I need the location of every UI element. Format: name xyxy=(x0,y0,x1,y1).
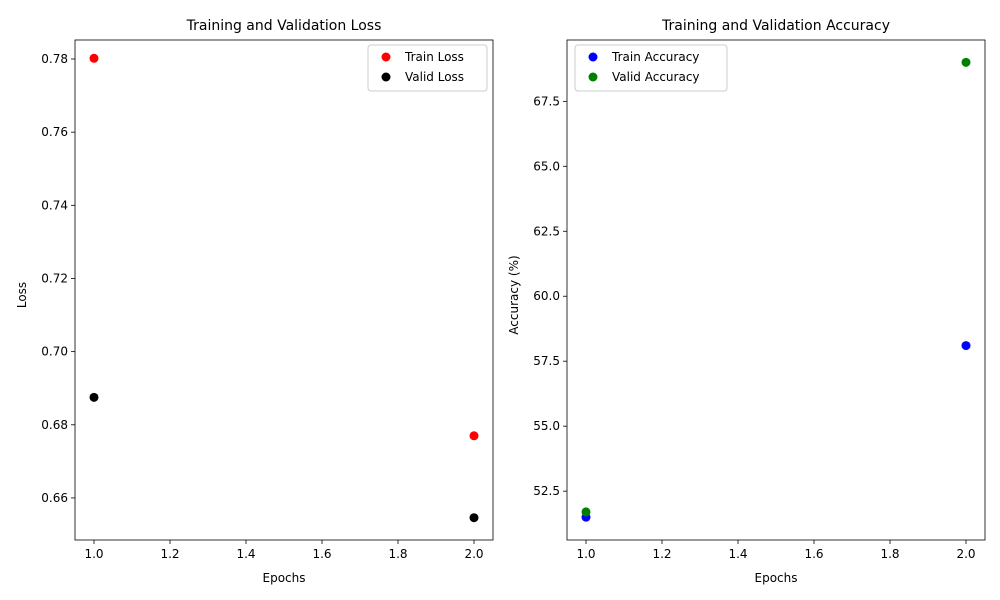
loss-y-tick-label: 0.72 xyxy=(41,271,68,285)
accuracy-legend-marker-train-accuracy xyxy=(588,52,598,62)
loss-legend-marker-train-loss xyxy=(381,52,391,62)
loss-legend-label-valid-loss: Valid Loss xyxy=(405,70,464,84)
accuracy-legend: Train Accuracy Valid Accuracy xyxy=(574,44,728,92)
loss-chart: Training and Validation Loss Epochs Loss… xyxy=(15,18,494,585)
loss-plot-frame xyxy=(74,39,494,541)
accuracy-point-valid-accuracy xyxy=(961,57,971,67)
loss-point-valid-loss xyxy=(89,392,99,402)
accuracy-y-tick-label: 62.5 xyxy=(533,224,560,238)
accuracy-x-tick-label: 1.2 xyxy=(652,547,671,561)
accuracy-point-valid-accuracy xyxy=(581,507,591,517)
accuracy-plot-frame xyxy=(566,39,986,541)
loss-x-tick-label: 1.8 xyxy=(388,547,407,561)
loss-legend: Train Loss Valid Loss xyxy=(367,44,488,92)
loss-point-valid-loss xyxy=(469,513,479,523)
loss-x-tick-label: 2.0 xyxy=(464,547,483,561)
loss-legend-label-train-loss: Train Loss xyxy=(404,50,464,64)
loss-x-tick-label: 1.2 xyxy=(160,547,179,561)
loss-y-tick-label: 0.70 xyxy=(41,345,68,359)
loss-chart-title: Training and Validation Loss xyxy=(186,18,382,34)
accuracy-legend-marker-valid-accuracy xyxy=(588,72,598,82)
accuracy-chart-title: Training and Validation Accuracy xyxy=(661,18,890,34)
accuracy-x-tick-label: 1.0 xyxy=(576,547,595,561)
accuracy-y-tick-label: 67.5 xyxy=(533,94,560,108)
loss-x-tick-label: 1.0 xyxy=(84,547,103,561)
accuracy-legend-label-train-accuracy: Train Accuracy xyxy=(611,50,699,64)
loss-legend-frame xyxy=(367,44,488,92)
accuracy-x-tick-label: 1.6 xyxy=(804,547,823,561)
loss-x-tick-label: 1.6 xyxy=(312,547,331,561)
accuracy-chart: Training and Validation Accuracy Epochs … xyxy=(507,18,986,585)
loss-y-tick-label: 0.68 xyxy=(41,418,68,432)
loss-y-tick-label: 0.74 xyxy=(41,198,68,212)
loss-y-tick-label: 0.76 xyxy=(41,125,68,139)
accuracy-y-tick-label: 55.0 xyxy=(533,419,560,433)
loss-chart-xlabel: Epochs xyxy=(263,571,306,585)
accuracy-y-tick-label: 65.0 xyxy=(533,159,560,173)
loss-legend-marker-valid-loss xyxy=(381,72,391,82)
loss-y-tick-label: 0.66 xyxy=(41,491,68,505)
accuracy-point-train-accuracy xyxy=(961,341,971,351)
loss-chart-ylabel: Loss xyxy=(15,282,29,308)
accuracy-x-tick-label: 1.8 xyxy=(880,547,899,561)
loss-y-tick-label: 0.78 xyxy=(41,52,68,66)
accuracy-legend-label-valid-accuracy: Valid Accuracy xyxy=(612,70,700,84)
accuracy-y-tick-label: 60.0 xyxy=(533,289,560,303)
accuracy-y-tick-label: 57.5 xyxy=(533,354,560,368)
accuracy-x-tick-label: 1.4 xyxy=(728,547,747,561)
accuracy-x-tick-label: 2.0 xyxy=(956,547,975,561)
accuracy-y-tick-label: 52.5 xyxy=(533,484,560,498)
loss-point-train-loss xyxy=(469,431,479,441)
accuracy-legend-frame xyxy=(574,44,728,92)
accuracy-chart-ylabel: Accuracy (%) xyxy=(507,255,521,334)
loss-point-train-loss xyxy=(89,53,99,63)
loss-x-tick-label: 1.4 xyxy=(236,547,255,561)
accuracy-chart-xlabel: Epochs xyxy=(755,571,798,585)
